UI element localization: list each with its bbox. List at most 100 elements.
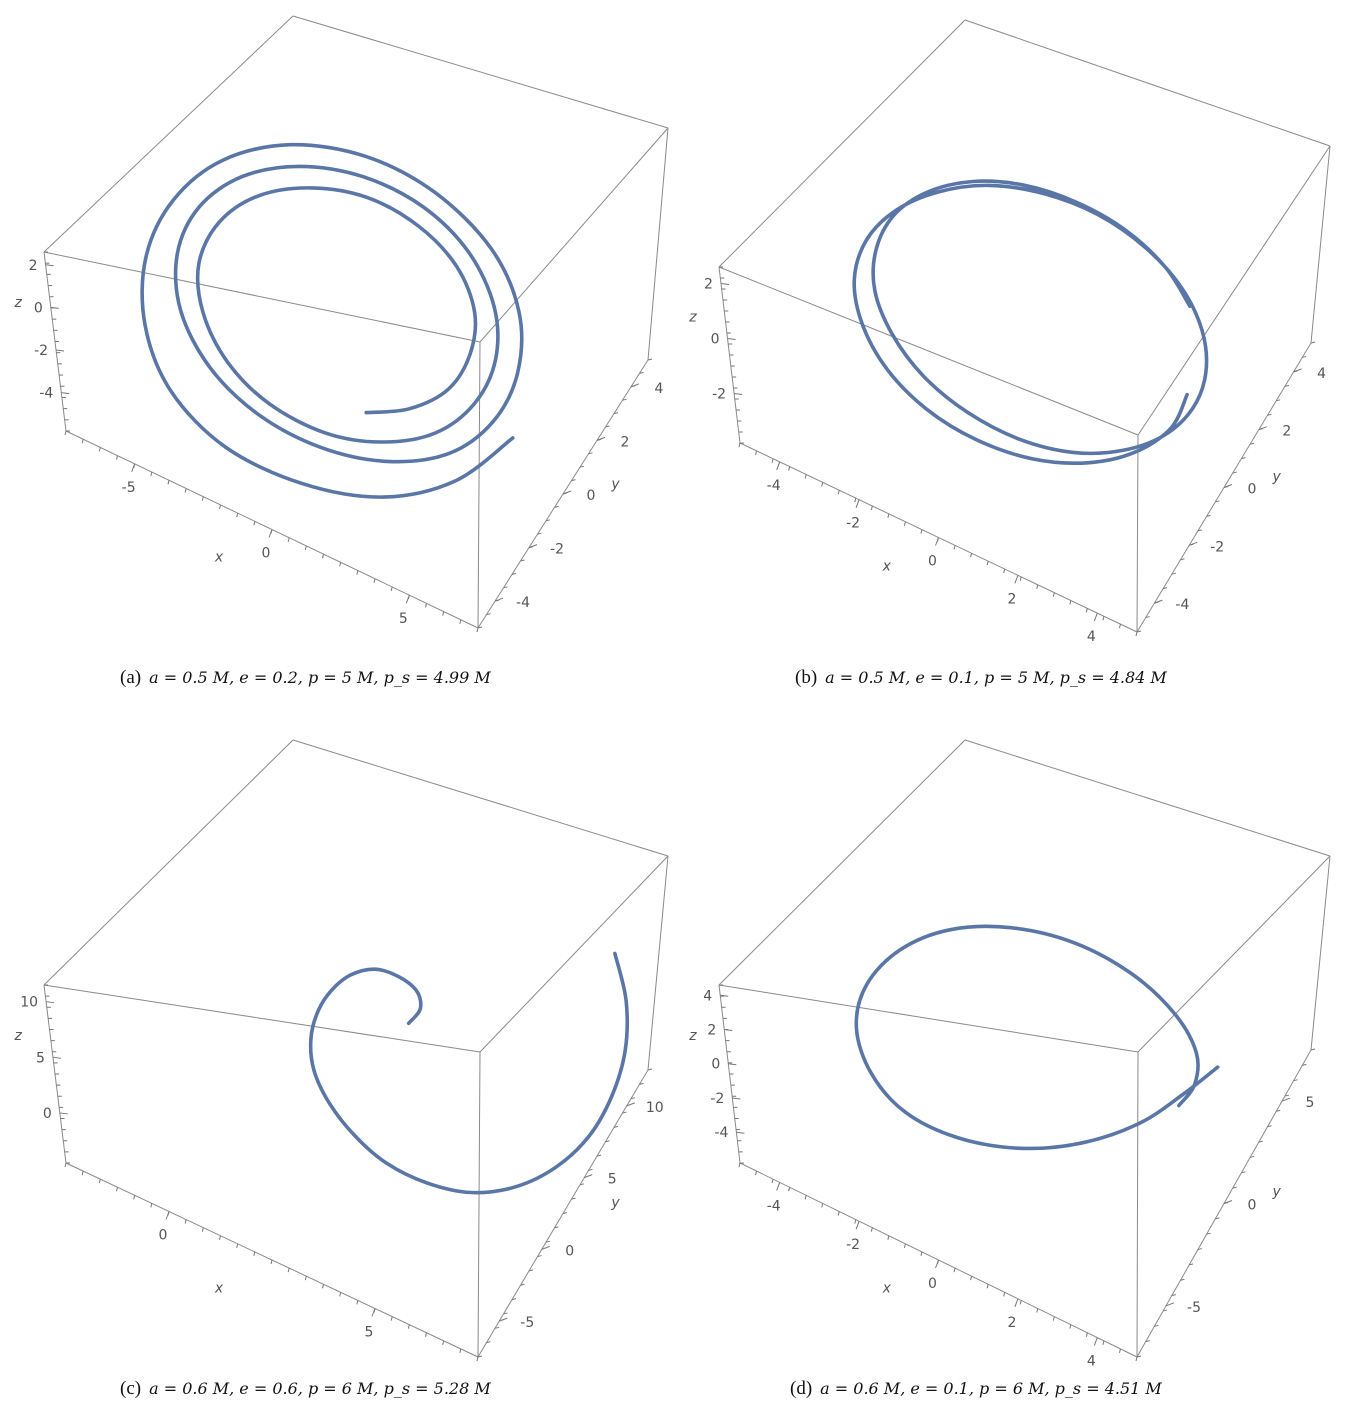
x-minor-tick	[1052, 1316, 1055, 1321]
panel-d: -4 -2 0 2 4 x 5 0 -5 y 4 2 0 -2 -4 z	[688, 739, 1331, 1370]
y-minor-tick	[647, 1068, 653, 1071]
x-minor-tick	[870, 505, 873, 511]
z-tick-label: 2	[704, 277, 713, 293]
box-edge	[1310, 145, 1331, 344]
box-edge	[718, 19, 966, 268]
panel-b: -4 -2 0 2 4 x 4 2 0 -2 -4 y 2 0 -2 z	[688, 19, 1331, 645]
x-minor-tick	[920, 529, 923, 534]
z-tick	[45, 264, 54, 267]
x-tick-label: -5	[122, 480, 136, 496]
x-minor-tick	[903, 521, 906, 526]
y-tick-label: 2	[1282, 424, 1291, 440]
x-minor-tick	[1102, 1340, 1105, 1345]
x-minor-tick	[986, 561, 989, 566]
x-minor-tick	[953, 1267, 956, 1273]
x-minor-tick	[184, 488, 187, 493]
x-axis-label: x	[214, 1280, 224, 1296]
y-tick-label: -5	[1187, 1300, 1201, 1316]
x-tick	[855, 499, 860, 508]
z-axis-label: z	[688, 1028, 697, 1044]
x-minor-tick	[1135, 1356, 1138, 1362]
x-minor-tick	[1036, 1308, 1039, 1313]
x-axis-label: x	[882, 1280, 892, 1296]
x-axis-label: x	[214, 550, 224, 566]
x-minor-tick	[903, 1243, 906, 1248]
y-minor-tick	[1302, 355, 1307, 358]
x-minor-tick	[1118, 1348, 1121, 1354]
z-tick	[61, 392, 70, 395]
y-minor-tick	[1310, 1048, 1316, 1051]
x-minor-tick	[98, 1179, 101, 1184]
x-tick-label: 5	[399, 611, 408, 627]
y-tick-label: 2	[621, 434, 630, 450]
x-minor-tick	[356, 1300, 359, 1305]
x-tick-label: -2	[846, 516, 860, 532]
orbit-trajectory	[140, 142, 524, 499]
y-tick	[626, 1102, 635, 1107]
x-minor-tick	[920, 1251, 923, 1257]
x-minor-tick	[887, 513, 890, 518]
z-tick	[736, 1131, 745, 1134]
box-edge	[964, 19, 1331, 147]
box-edge	[647, 127, 669, 361]
x-minor-tick	[219, 1235, 221, 1240]
y-minor-tick	[1189, 1263, 1194, 1266]
x-minor-tick	[270, 529, 273, 534]
z-tick-label: 5	[36, 1050, 45, 1066]
y-minor-tick	[630, 385, 636, 388]
caption-d: (d) a = 0.6 M, e = 0.1, p = 6 M, p_s = 4.…	[790, 1377, 1162, 1400]
z-tick-label: 0	[34, 300, 43, 316]
y-minor-tick	[1284, 384, 1290, 387]
x-minor-tick	[970, 1276, 973, 1281]
box-edge	[43, 251, 481, 343]
y-minor-tick	[1197, 529, 1203, 532]
y-minor-tick	[511, 572, 517, 575]
x-minor-tick	[116, 1187, 118, 1192]
z-tick	[59, 1112, 68, 1115]
y-minor-tick	[1180, 1278, 1185, 1281]
x-tick-label: 2	[1007, 1315, 1016, 1331]
y-tick-label: 0	[1248, 1198, 1257, 1214]
z-tick-label: 10	[20, 995, 38, 1011]
y-minor-tick	[571, 479, 576, 482]
x-minor-tick	[970, 553, 973, 558]
x-minor-tick	[755, 450, 758, 455]
box-edge	[477, 341, 481, 629]
x-minor-tick	[1102, 616, 1105, 621]
y-minor-tick	[579, 1183, 585, 1186]
x-minor-tick	[1069, 600, 1072, 605]
x-minor-tick	[425, 1332, 427, 1337]
y-minor-tick	[1223, 1202, 1229, 1204]
x-tick-label: 0	[159, 1228, 168, 1244]
x-tick-label: -4	[767, 478, 781, 494]
x-minor-tick	[953, 545, 956, 550]
panel-a: -5 0 5 x 4 2 0 -2 -4 y 2 0 -2 -4 z	[13, 15, 669, 633]
x-minor-tick	[804, 474, 807, 479]
y-minor-tick	[1162, 1309, 1168, 1312]
y-minor-tick	[1232, 471, 1237, 474]
z-tick	[728, 1063, 737, 1066]
y-minor-tick	[528, 546, 534, 549]
y-tick	[1281, 1097, 1291, 1102]
y-tick-label: 0	[1248, 482, 1257, 498]
y-minor-tick	[1249, 1155, 1255, 1158]
x-minor-tick	[755, 1170, 758, 1176]
y-minor-tick	[1267, 1125, 1272, 1128]
x-minor-tick	[788, 1187, 791, 1192]
y-minor-tick	[639, 371, 644, 374]
y-minor-tick	[1293, 370, 1298, 373]
y-minor-tick	[1206, 514, 1211, 517]
y-minor-tick	[1171, 1294, 1176, 1297]
y-minor-tick	[1276, 399, 1281, 402]
x-minor-tick	[219, 504, 221, 509]
x-tick	[1014, 1298, 1019, 1307]
y-tick-label: 0	[565, 1243, 574, 1259]
x-minor-tick	[167, 1211, 170, 1216]
x-minor-tick	[253, 1251, 256, 1257]
x-minor-tick	[116, 455, 118, 460]
z-tick-label: -2	[712, 387, 726, 403]
y-minor-tick	[1258, 428, 1263, 431]
y-minor-tick	[579, 465, 585, 468]
x-minor-tick	[304, 1276, 307, 1281]
panel-c: 0 5 x 10 5 0 -5 y 10 5 0 z	[13, 739, 669, 1362]
